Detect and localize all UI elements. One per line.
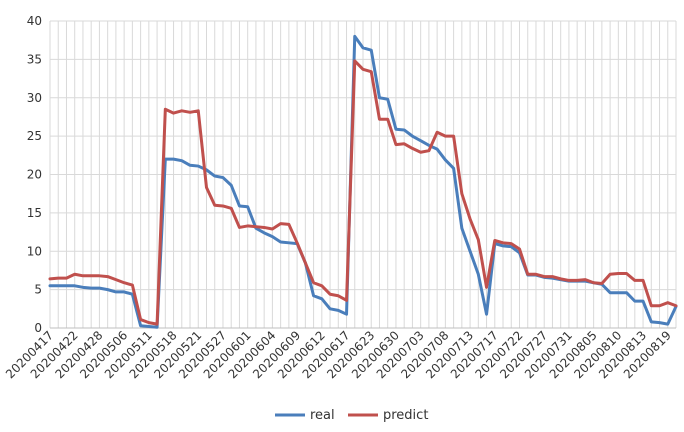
legend-label-predict: predict — [383, 408, 428, 423]
y-axis-tick-labels: 0 5 10 15 20 25 30 35 40 — [27, 14, 42, 335]
y-tick-label: 20 — [27, 168, 42, 182]
series-lines — [48, 34, 678, 329]
y-tick-label: 30 — [27, 91, 42, 105]
y-tick-label: 35 — [27, 52, 42, 66]
y-tick-label: 40 — [27, 14, 42, 28]
legend-label-real: real — [310, 408, 335, 423]
horizontal-gridlines — [50, 20, 676, 291]
y-tick-label: 5 — [34, 283, 42, 297]
y-tick-label: 25 — [27, 129, 42, 143]
y-tick-label: 10 — [27, 244, 42, 258]
x-axis-tick-labels: 2020041720200422202004282020050620200511… — [3, 328, 674, 381]
series-line-predict — [48, 59, 678, 326]
y-tick-label: 0 — [34, 321, 42, 335]
legend: real predict — [275, 408, 428, 423]
y-tick-label: 15 — [27, 206, 42, 220]
